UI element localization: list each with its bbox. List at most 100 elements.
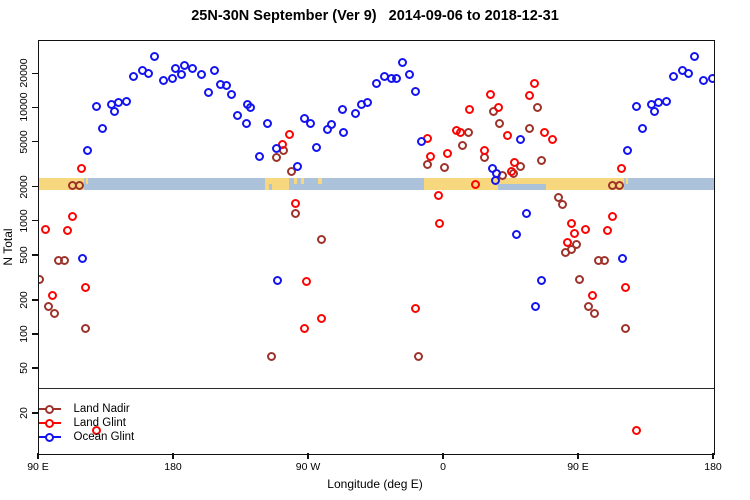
data-point-land-nadir [271,153,281,163]
data-point-land-nadir [557,199,567,209]
x-tick-label: 90 E [27,461,49,473]
data-point-ocean-glint [322,124,332,134]
data-point-land-nadir [422,159,432,169]
data-point-ocean-glint [97,123,107,133]
data-point-ocean-glint [306,118,316,128]
data-point-ocean-glint [417,136,427,146]
map-band-land [318,177,323,184]
y-tick-mark [32,106,38,109]
y-tick-label: 500 [18,246,30,264]
y-tick-label: 200 [18,291,30,309]
x-tick-mark [577,453,579,459]
data-point-land-glint [81,283,91,293]
data-point-ocean-glint [204,88,214,98]
data-point-land-glint [507,167,517,177]
data-point-land-glint [62,226,72,236]
data-point-land-glint [486,89,496,99]
x-tick-mark [712,453,714,459]
legend-marker-ocean-glint-icon [45,432,54,442]
data-point-land-nadir [59,256,69,266]
data-point-land-nadir [266,351,276,361]
y-tick-mark [32,72,38,75]
data-point-land-glint [434,218,444,228]
y-tick-mark [32,140,38,143]
data-point-ocean-glint [299,113,309,123]
legend-marker-land-glint-icon [45,418,54,428]
x-tick-mark [37,453,39,459]
data-point-ocean-glint [144,68,154,78]
data-point-land-glint [284,129,294,139]
y-tick-label: 1000 [18,209,30,233]
data-point-land-glint [631,426,641,436]
y-tick-mark [32,367,38,369]
data-point-ocean-glint [391,73,401,83]
y-tick-mark [32,299,38,301]
data-point-land-glint [616,164,626,174]
y-tick-mark [32,333,38,335]
map-band-land [294,177,297,184]
map-band-land [625,177,629,184]
data-point-land-nadir [524,123,534,133]
data-point-land-glint [569,228,579,238]
data-point-ocean-glint [404,69,414,79]
legend-marker-land-nadir-icon [45,404,54,414]
data-point-ocean-glint [222,81,232,91]
data-point-land-nadir [589,308,599,318]
data-point-ocean-glint [487,164,497,174]
data-point-land-glint [580,225,590,235]
data-point-ocean-glint [521,209,531,219]
legend-label: Land Glint [73,417,126,429]
data-point-ocean-glint [121,96,131,106]
data-point-land-glint [316,313,326,323]
data-point-ocean-glint [661,96,671,106]
data-point-land-glint [493,103,503,113]
data-point-ocean-glint [82,146,92,156]
data-point-ocean-glint [271,144,281,154]
data-point-ocean-glint [649,106,659,116]
data-point-ocean-glint [531,301,541,311]
data-point-land-glint [529,78,539,88]
data-point-ocean-glint [254,151,264,161]
data-point-ocean-glint [490,175,500,185]
data-point-land-glint [567,218,577,228]
data-point-land-nadir [439,163,449,173]
data-point-land-glint [277,139,287,149]
data-point-land-glint [456,127,466,137]
data-point-land-glint [509,158,519,168]
data-point-land-glint [479,146,489,156]
data-point-land-nadir [414,351,424,361]
data-point-ocean-glint [637,123,647,133]
data-point-land-nadir [74,181,84,191]
data-point-land-nadir [583,301,593,311]
data-point-ocean-glint [337,104,347,114]
data-point-ocean-glint [339,128,349,138]
y-tick-mark [32,185,38,188]
x-tick-label: 90 E [567,461,589,473]
data-point-ocean-glint [129,71,139,81]
data-point-ocean-glint [684,68,694,78]
data-point-ocean-glint [171,64,181,74]
data-point-ocean-glint [77,253,87,263]
data-point-land-nadir [457,141,467,151]
x-tick-mark [172,453,174,459]
data-point-land-nadir [516,161,526,171]
data-point-land-glint [464,104,474,114]
data-point-land-glint [301,277,311,287]
y-tick-label: 5000 [18,129,30,154]
x-tick-label: 180 [164,461,182,473]
data-point-ocean-glint [357,99,367,109]
data-point-land-glint [291,198,301,208]
data-point-ocean-glint [91,101,101,111]
data-point-ocean-glint [232,111,242,121]
data-point-land-nadir [43,301,53,311]
map-band-ocean-cutout [268,183,272,190]
y-tick-label: 100 [18,325,30,343]
data-point-ocean-glint [159,76,169,86]
data-point-land-glint [76,164,86,174]
data-point-ocean-glint [187,63,197,73]
data-point-land-nadir [614,181,624,191]
data-point-ocean-glint [617,253,627,263]
data-point-ocean-glint [292,161,302,171]
data-point-ocean-glint [631,101,641,111]
